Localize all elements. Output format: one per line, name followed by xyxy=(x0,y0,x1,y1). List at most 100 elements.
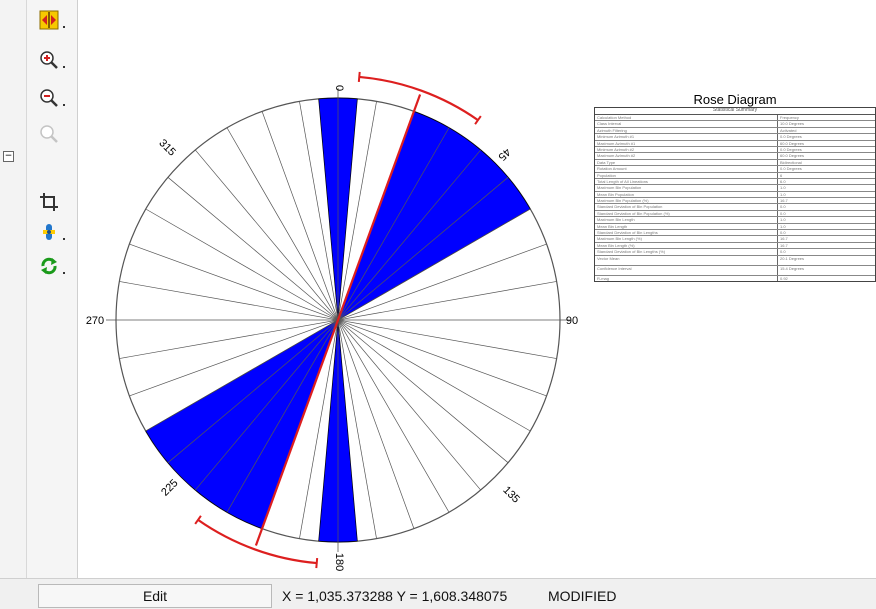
stat-value: 16.7 xyxy=(780,236,788,242)
collapse-toggle[interactable]: − xyxy=(3,151,14,162)
stat-label: Confidence Interval xyxy=(595,265,778,275)
confidence-arc-end xyxy=(474,115,482,125)
axis-label-west: 270 xyxy=(86,315,104,327)
stat-row: Minimum Azimuth #2 0.0 Degrees xyxy=(595,146,875,154)
status-state: MODIFIED xyxy=(548,588,617,604)
stat-value: 1.0 xyxy=(780,223,786,229)
stat-label: Maximum Bin Length (%) xyxy=(595,236,778,242)
stat-value: 0.0 xyxy=(780,204,786,210)
stat-label: Class Interval xyxy=(595,121,778,127)
stat-row: Maximum Bin Population 1.0 xyxy=(595,185,875,192)
confidence-arc-end xyxy=(194,515,202,525)
stat-label: Data Type xyxy=(595,159,778,166)
stat-row: Standard Deviation of Bin Lengths 0.0 xyxy=(595,230,875,237)
stat-label: Rotation Amount xyxy=(595,166,778,172)
stat-label: Maximum Bin Population (%) xyxy=(595,198,778,204)
axis-label-sw: 225 xyxy=(159,477,180,498)
stat-row: Total Length of All Lineations 6.0 xyxy=(595,178,875,186)
stat-value: 16.7 xyxy=(780,242,788,248)
axis-label-ne: 45 xyxy=(496,146,513,163)
table-subtitle: Statistical Summary xyxy=(595,108,875,115)
stat-value: 0.0 xyxy=(780,210,786,216)
stat-value: 60.0 Degrees xyxy=(780,153,805,159)
stat-value: Activated xyxy=(780,127,797,133)
stat-row: Mean Bin Population 1.0 xyxy=(595,191,875,199)
pan-button[interactable] xyxy=(39,222,59,242)
axis-label-se: 135 xyxy=(500,484,521,505)
crop-button[interactable] xyxy=(39,192,59,212)
stat-row: Vector Mean 20.1 Degrees xyxy=(595,255,875,266)
pan-icon xyxy=(43,224,55,240)
table-title: Rose Diagram xyxy=(693,92,777,107)
stat-value: 0.92 xyxy=(780,275,788,281)
stat-value: 0.0 xyxy=(780,230,786,236)
toolbar-dot xyxy=(63,66,65,68)
stat-label: Mean Bin Length (%) xyxy=(595,242,778,249)
stat-label: Standard Deviation of Bin Lengths (%) xyxy=(595,249,778,255)
statistical-summary-table: Rose Diagram Statistical Summary Calcula… xyxy=(594,93,876,282)
refresh-button[interactable] xyxy=(39,256,59,276)
zoom-in-button[interactable] xyxy=(39,50,59,70)
stat-grid: Statistical Summary Calculation Method Fr… xyxy=(594,107,876,282)
full-extent-button[interactable] xyxy=(39,10,59,30)
map-canvas[interactable]: 0 45 90 135 180 225 270 315 xyxy=(78,0,876,578)
stat-value: 16.7 xyxy=(780,198,788,204)
stat-row: Standard Deviation of Bin Population (%)… xyxy=(595,210,875,218)
left-panel-gutter: − xyxy=(0,0,27,578)
zoom-in-icon xyxy=(40,51,58,69)
toolbar-dot xyxy=(63,26,65,28)
rose-mean-line xyxy=(194,71,482,569)
stat-label: Vector Mean xyxy=(595,255,778,265)
toolbar-dot xyxy=(63,238,65,240)
stat-label: Standard Deviation of Bin Lengths xyxy=(595,230,778,236)
axis-label-nw: 315 xyxy=(156,137,177,158)
axis-label-south: 180 xyxy=(333,553,345,571)
stat-rows: Calculation Method Frequency Class Interva… xyxy=(595,115,875,281)
stat-value: 0.0 xyxy=(780,249,786,255)
stat-value: 0.0 Degrees xyxy=(780,146,802,152)
mean-direction-line xyxy=(254,94,422,546)
stat-value: 0.0 Degrees xyxy=(780,166,802,172)
stat-row: Maximum Bin Population (%) 16.7 xyxy=(595,198,875,205)
stat-row: Class Interval 10.0 Degrees xyxy=(595,121,875,128)
axis-label-north: 0 xyxy=(333,85,345,91)
stat-label: Maximum Azimuth #2 xyxy=(595,153,778,159)
stat-row: Confidence Interval 15.4 Degrees xyxy=(595,265,875,276)
stat-label: Mean Bin Length xyxy=(595,223,778,229)
zoom-disabled-button xyxy=(39,124,59,144)
status-bar: Edit X = 1,035.373288 Y = 1,608.348075 M… xyxy=(0,578,876,609)
confidence-arc xyxy=(359,75,479,122)
zoom-out-button[interactable] xyxy=(39,88,59,108)
stat-row: Maximum Azimuth #1 60.0 Degrees xyxy=(595,140,875,147)
toolbar-dot xyxy=(63,104,65,106)
full-extent-icon xyxy=(39,10,59,30)
stat-value: 1.0 xyxy=(780,217,786,223)
stat-row: Rotation Amount 0.0 Degrees xyxy=(595,166,875,173)
stat-row: Calculation Method Frequency xyxy=(595,115,875,122)
stat-row: Mean Bin Length 1.0 xyxy=(595,223,875,231)
stat-row: Mean Bin Length (%) 16.7 xyxy=(595,242,875,250)
confidence-arc-end xyxy=(357,71,361,82)
stat-row: Population 6 xyxy=(595,172,875,179)
stat-value: Bidirectional xyxy=(780,159,802,165)
stat-label: Mean Bin Population xyxy=(595,191,778,198)
stat-label: Population xyxy=(595,172,778,178)
stat-row: R-mag 0.92 xyxy=(595,275,875,281)
map-toolbar xyxy=(27,0,78,578)
stat-label: Standard Deviation of Bin Population xyxy=(595,204,778,210)
stat-value: 1.0 xyxy=(780,191,786,197)
stat-value: 20.1 Degrees xyxy=(780,255,805,261)
stat-row: Maximum Bin Length (%) 16.7 xyxy=(595,236,875,243)
stat-label: Maximum Bin Population xyxy=(595,185,778,191)
stat-value: 6 xyxy=(780,172,783,178)
stat-value: 60.0 Degrees xyxy=(780,140,805,146)
stat-value: 0.0 Degrees xyxy=(780,134,802,140)
confidence-arc-end xyxy=(315,558,319,569)
status-mode[interactable]: Edit xyxy=(38,584,272,608)
stat-label: Total Length of All Lineations xyxy=(595,178,778,185)
zoom-disabled-icon xyxy=(40,125,58,143)
stat-row: Azimuth Filtering Activated xyxy=(595,127,875,135)
stat-label: Maximum Bin Length xyxy=(595,217,778,223)
stat-value: 6.0 xyxy=(780,178,786,184)
stat-label: Minimum Azimuth #2 xyxy=(595,146,778,153)
